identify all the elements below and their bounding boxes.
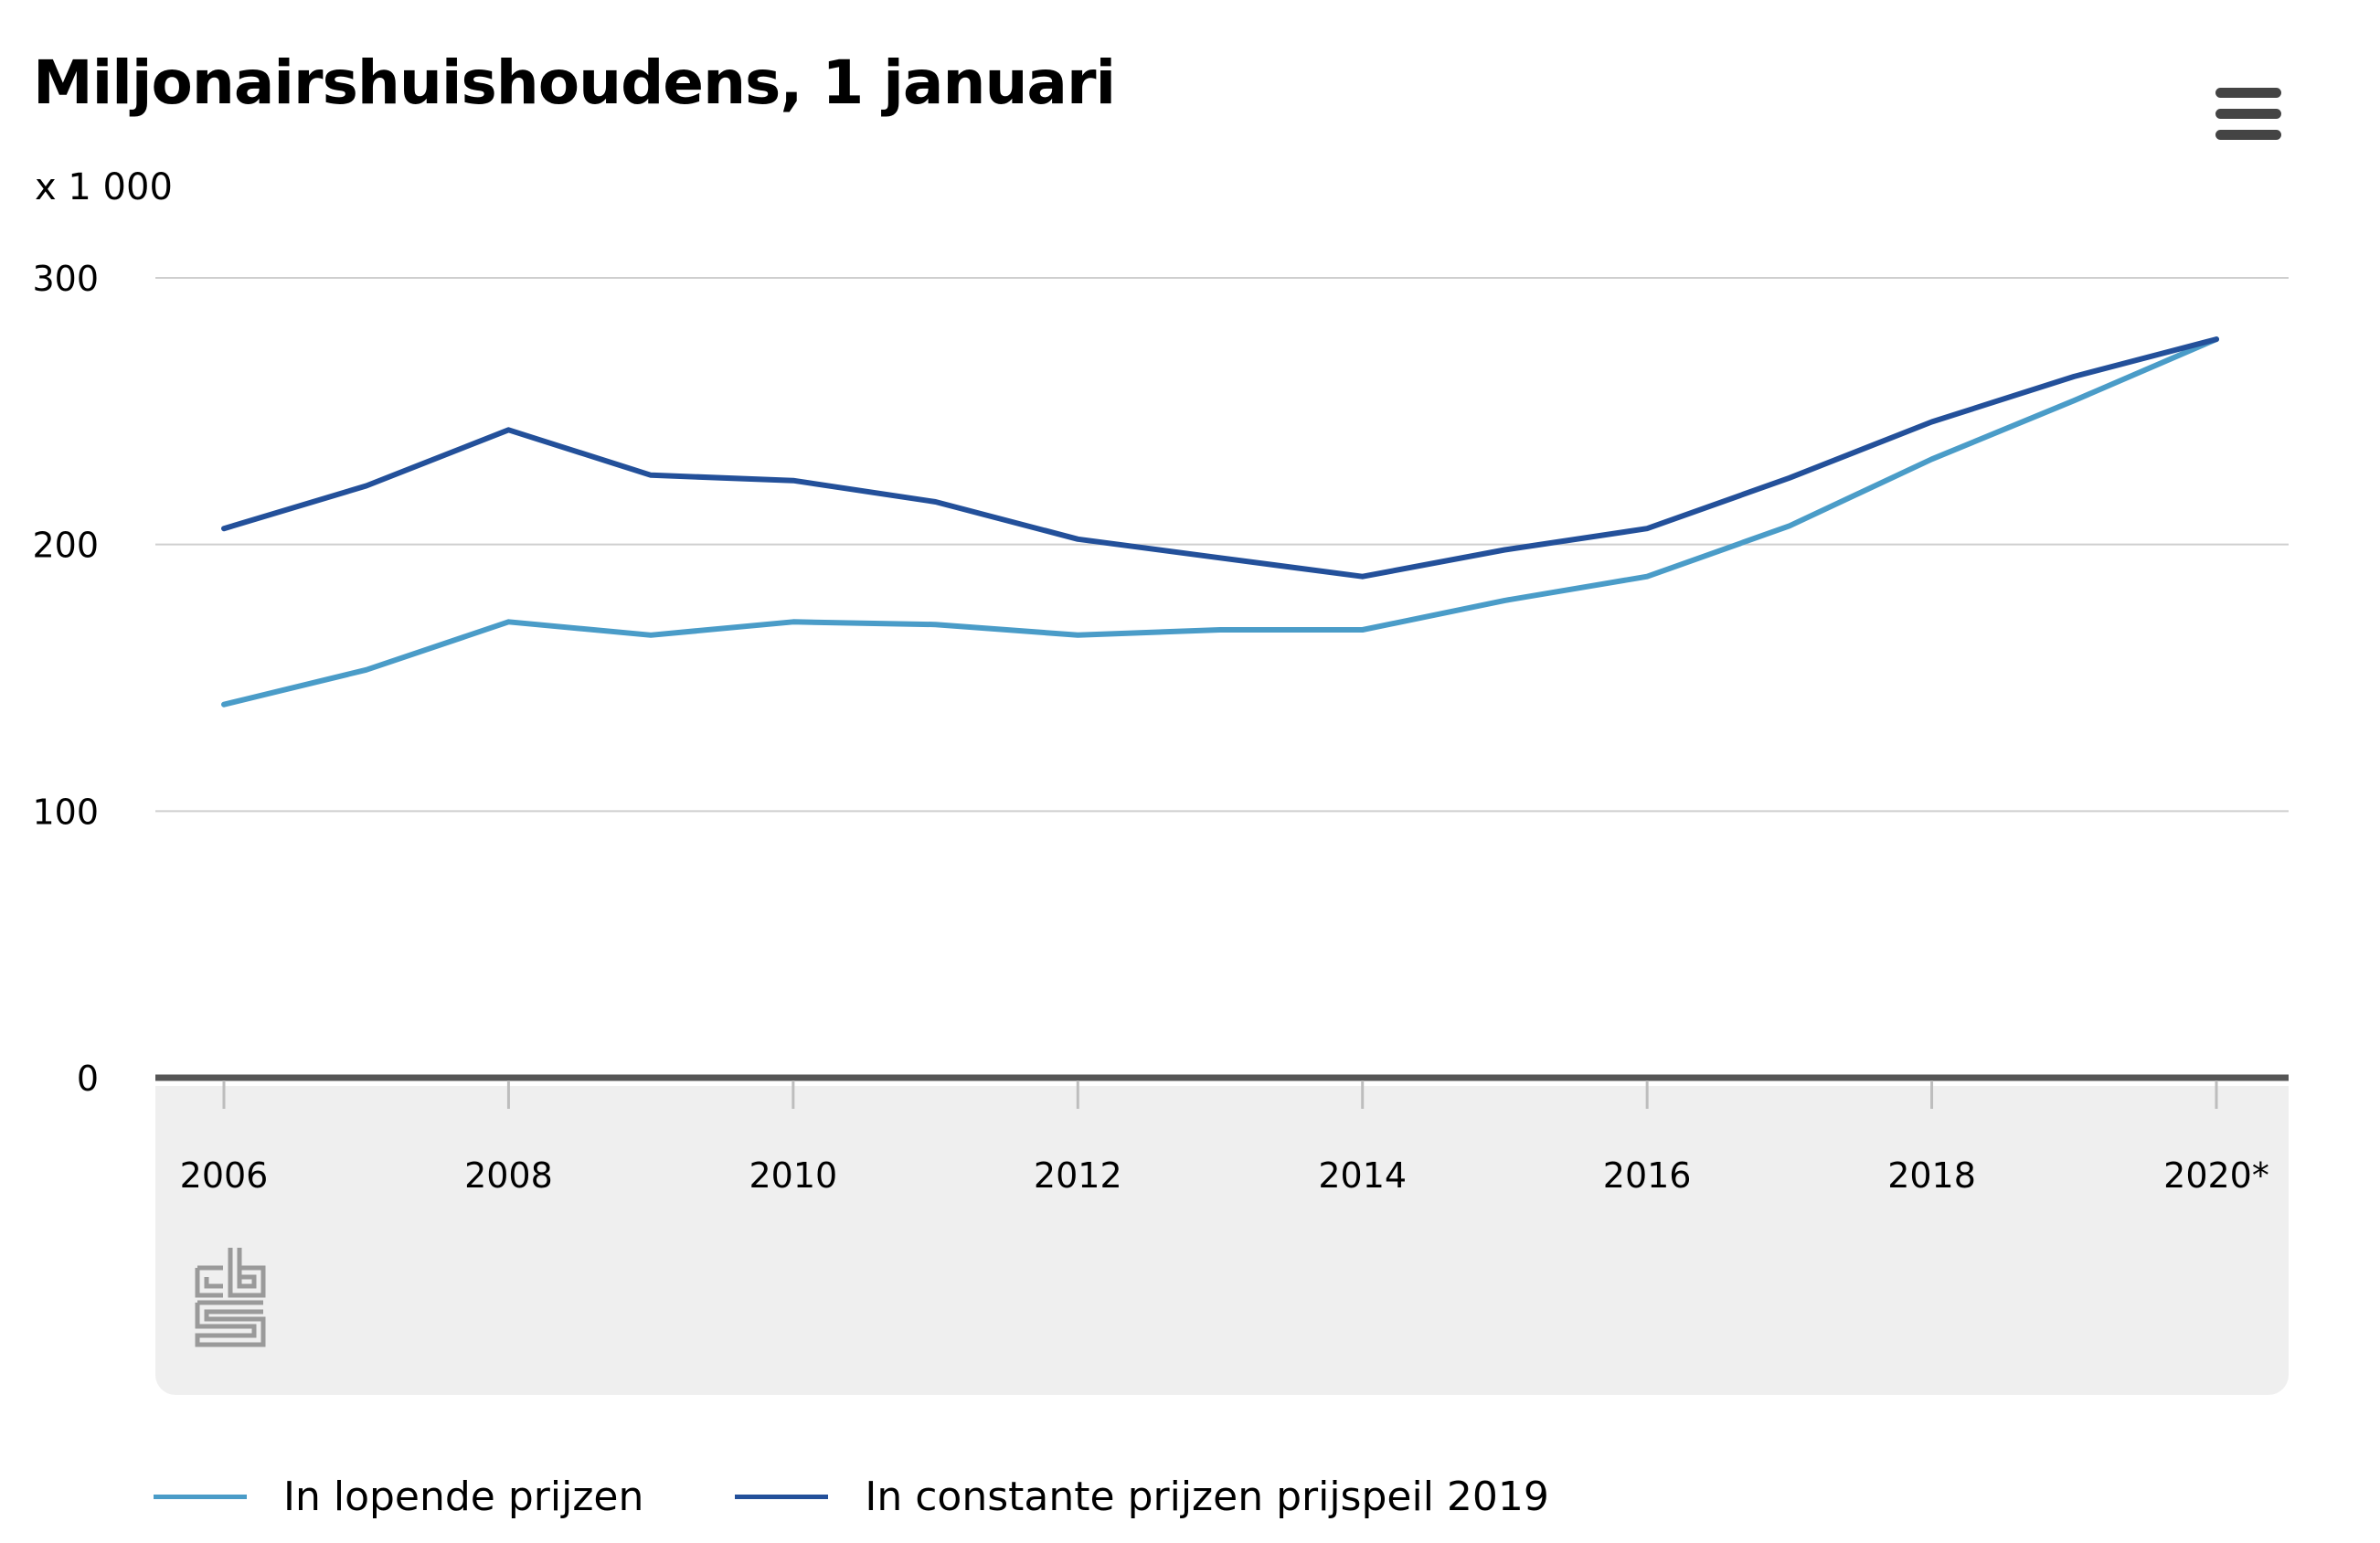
x-tick-label: 2016 xyxy=(1603,1155,1692,1196)
series-line-2 xyxy=(221,336,2219,580)
legend-label: In lopende prijzen xyxy=(283,1474,644,1520)
x-tick-label: 2014 xyxy=(1318,1155,1407,1196)
legend: In lopende prijzen In constante prijzen p… xyxy=(154,1474,1641,1520)
x-tick-label: 2008 xyxy=(464,1155,553,1196)
x-axis-ticks: 2006 2008 2010 2012 2014 2016 2018 2020* xyxy=(180,1080,2269,1196)
y-tick-label: 100 xyxy=(32,792,99,832)
x-tick-label: 2020* xyxy=(2163,1155,2269,1196)
y-tick-label: 200 xyxy=(32,526,99,566)
x-axis-panel xyxy=(155,1086,2289,1395)
y-axis-ticks: 0 100 200 300 xyxy=(32,259,99,1099)
menu-bar xyxy=(2215,88,2281,98)
series-lines xyxy=(221,336,2219,708)
legend-item-1[interactable]: In lopende prijzen xyxy=(154,1474,643,1520)
cbs-logo xyxy=(195,1248,266,1347)
x-tick-label: 2018 xyxy=(1887,1155,1976,1196)
x-tick-label: 2012 xyxy=(1034,1155,1122,1196)
hamburger-menu-icon[interactable] xyxy=(2215,88,2281,143)
y-tick-label: 300 xyxy=(32,259,99,299)
legend-label: In constante prijzen prijspeil 2019 xyxy=(865,1474,1549,1520)
x-tick-label: 2006 xyxy=(180,1155,269,1196)
y-axis-unit-label: x 1 000 xyxy=(35,166,173,208)
x-axis-panel-top xyxy=(155,1086,2289,1113)
menu-bar xyxy=(2215,130,2281,140)
chart-title: Miljonairshuishoudens, 1 januari xyxy=(33,48,1116,118)
grid-lines xyxy=(155,277,2289,813)
x-tick-label: 2010 xyxy=(749,1155,837,1196)
y-tick-label: 0 xyxy=(77,1059,99,1099)
legend-swatch xyxy=(735,1495,829,1499)
series-line-1 xyxy=(221,336,2219,708)
legend-item-2[interactable]: In constante prijzen prijspeil 2019 xyxy=(735,1474,1549,1520)
menu-bar xyxy=(2215,109,2281,119)
legend-swatch xyxy=(154,1495,247,1499)
